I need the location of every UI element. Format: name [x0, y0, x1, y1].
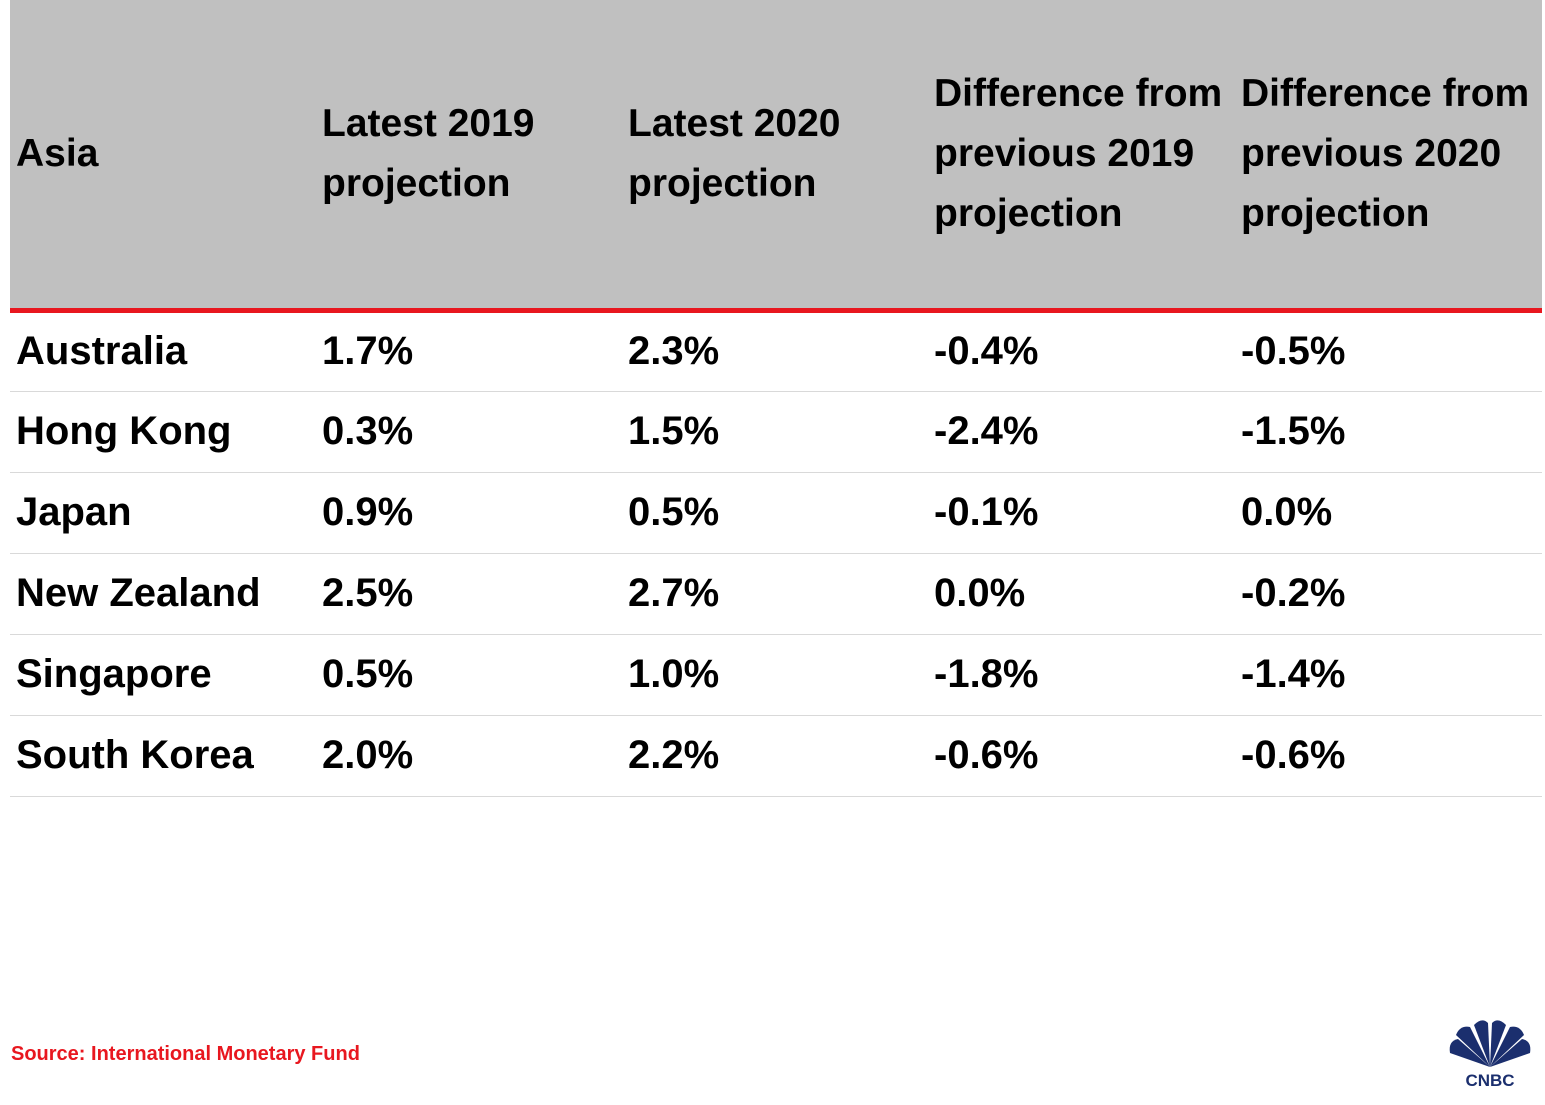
country-cell: Japan [16, 490, 132, 534]
value-cell: 1.0% [628, 652, 720, 696]
country-cell: South Korea [16, 733, 254, 777]
value-cell: 0.3% [322, 409, 414, 453]
value-cell: 1.7% [322, 329, 414, 373]
value-cell: -1.4% [1241, 652, 1346, 696]
value-cell: -0.6% [1241, 733, 1346, 777]
value-cell: 1.5% [628, 409, 720, 453]
value-cell: 2.0% [322, 733, 414, 777]
value-cell: 2.2% [628, 733, 720, 777]
table-row: Hong Kong 0.3% 1.5% -2.4% -1.5% [10, 391, 1542, 472]
value-cell: -0.5% [1241, 329, 1346, 373]
value-cell: -0.6% [934, 733, 1039, 777]
column-header-diff-2019: Difference from previous 2019 projection [928, 0, 1235, 313]
value-cell: -0.2% [1241, 571, 1346, 615]
projection-table: Asia Latest 2019 projection Latest 2020 … [10, 0, 1542, 797]
value-cell: 0.9% [322, 490, 414, 534]
country-cell: Australia [16, 329, 188, 373]
country-cell: New Zealand [16, 571, 261, 615]
value-cell: 2.3% [628, 329, 720, 373]
projection-table-container: Asia Latest 2019 projection Latest 2020 … [10, 0, 1542, 797]
source-note: Source: International Monetary Fund [11, 1043, 360, 1065]
table-row: Singapore 0.5% 1.0% -1.8% -1.4% [10, 634, 1542, 715]
value-cell: -0.4% [934, 329, 1039, 373]
value-cell: 0.0% [934, 571, 1026, 615]
peacock-icon: CNBC [1449, 1020, 1531, 1090]
column-header-diff-2020: Difference from previous 2020 projection [1235, 0, 1542, 313]
table-row: Australia 1.7% 2.3% -0.4% -0.5% [10, 310, 1542, 391]
value-cell: 0.5% [628, 490, 720, 534]
table-header-row: Asia Latest 2019 projection Latest 2020 … [10, 0, 1542, 313]
table-row: New Zealand 2.5% 2.7% 0.0% -0.2% [10, 553, 1542, 634]
column-header-latest-2020: Latest 2020 projection [622, 0, 928, 313]
value-cell: 2.5% [322, 571, 414, 615]
cnbc-logo: CNBC [1442, 1017, 1538, 1090]
value-cell: -0.1% [934, 490, 1039, 534]
table-row: South Korea 2.0% 2.2% -0.6% -0.6% [10, 715, 1542, 796]
value-cell: 0.5% [322, 652, 414, 696]
logo-text: CNBC [1465, 1071, 1514, 1089]
table-row: Japan 0.9% 0.5% -0.1% 0.0% [10, 472, 1542, 553]
value-cell: 0.0% [1241, 490, 1333, 534]
value-cell: 2.7% [628, 571, 720, 615]
value-cell: -1.8% [934, 652, 1039, 696]
country-cell: Singapore [16, 652, 212, 696]
column-header-latest-2019: Latest 2019 projection [316, 0, 622, 313]
value-cell: -2.4% [934, 409, 1039, 453]
country-cell: Hong Kong [16, 409, 232, 453]
column-header-region: Asia [10, 0, 316, 313]
value-cell: -1.5% [1241, 409, 1346, 453]
